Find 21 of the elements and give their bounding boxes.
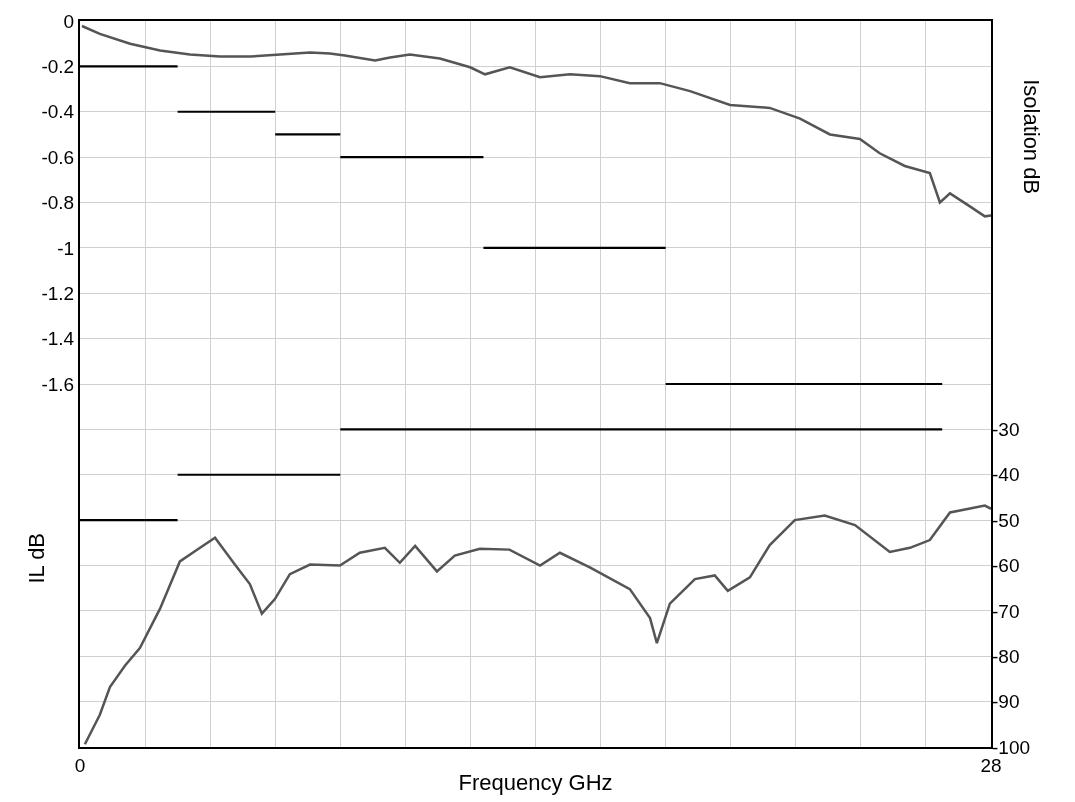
y-tick-label: 0: [63, 10, 75, 32]
y-tick-label: -1.6: [41, 373, 75, 395]
y2-tick-label: -90: [992, 691, 1020, 713]
y2-tick-label: -40: [992, 464, 1020, 486]
y-tick-label: -0.4: [41, 101, 75, 123]
y-tick-label: -0.6: [41, 146, 75, 168]
y-tick-label: -0.2: [41, 56, 75, 78]
y-tick-label: -1.2: [41, 282, 75, 304]
y2-tick-label: -50: [992, 509, 1020, 531]
y-axis-title: IL dB: [24, 532, 50, 584]
y-tick-label: -0.8: [41, 192, 75, 214]
y2-tick-label: -30: [992, 419, 1020, 441]
x-axis-title: Frequency GHz: [458, 770, 613, 796]
y2-tick-label: -70: [992, 600, 1020, 622]
y2-axis-title: Isolation dB: [1019, 79, 1045, 195]
y-tick-label: -1.4: [41, 328, 75, 350]
line-series: [83, 504, 991, 746]
y2-tick-label: -80: [992, 645, 1020, 667]
y-tick-label: -1: [57, 237, 75, 259]
line-series: [80, 24, 991, 218]
y2-tick-label: -60: [992, 555, 1020, 577]
